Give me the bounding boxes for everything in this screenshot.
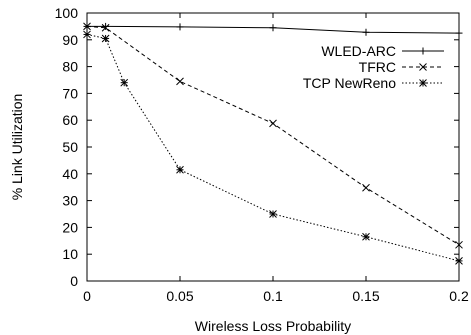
data-point-series-3 [176, 165, 184, 174]
ticks-layer: 0 10 20 30 40 50 60 70 80 90 100 0 0.05 0.1 0.15 0.2 [55, 5, 469, 304]
y-tick-label: 20 [62, 219, 78, 235]
y-tick-label: 90 [62, 32, 78, 48]
data-point-series-3 [120, 78, 129, 87]
data-point-series-2 [269, 119, 277, 128]
y-tick-label: 40 [62, 166, 78, 182]
legend-marker [419, 63, 427, 71]
x-tick-label: 0.1 [263, 288, 283, 304]
series-line-2 [86, 25, 460, 246]
y-tick-label: 0 [70, 273, 78, 289]
data-point-series-1 [362, 28, 370, 36]
x-tick-label: 0 [83, 288, 91, 304]
y-tick-label: 10 [62, 246, 78, 262]
x-tick-label: 0.05 [166, 288, 193, 304]
plot-frame [86, 12, 460, 282]
data-point-series-1 [102, 22, 110, 30]
series-line-3 [86, 33, 460, 262]
legend-label: TFRC [359, 59, 396, 75]
x-tick-label: 0.15 [352, 288, 379, 304]
y-tick-label: 50 [62, 139, 78, 155]
data-point-series-2 [176, 77, 184, 86]
data-point-series-3 [269, 210, 277, 218]
y-axis-label: % Link Utilization [9, 94, 25, 201]
data-point-series-1 [269, 24, 277, 32]
x-axis-label: Wireless Loss Probability [195, 318, 351, 334]
legend-marker [419, 79, 427, 87]
legend-label: TCP NewReno [303, 75, 396, 91]
x-tick-label: 0.2 [449, 288, 469, 304]
legend-marker [419, 47, 427, 55]
data-point-series-2 [362, 183, 370, 192]
y-tick-label: 70 [62, 85, 78, 101]
y-tick-label: 60 [62, 112, 78, 128]
legend-label: WLED-ARC [321, 43, 396, 59]
data-point-series-3 [101, 34, 110, 43]
y-tick-label: 100 [55, 5, 79, 21]
series-layer [83, 22, 463, 265]
y-tick-label: 30 [62, 193, 78, 209]
data-point-series-3 [362, 232, 370, 241]
data-point-series-1 [176, 23, 184, 31]
y-tick-label: 80 [62, 59, 78, 75]
data-point-series-2 [101, 23, 110, 32]
